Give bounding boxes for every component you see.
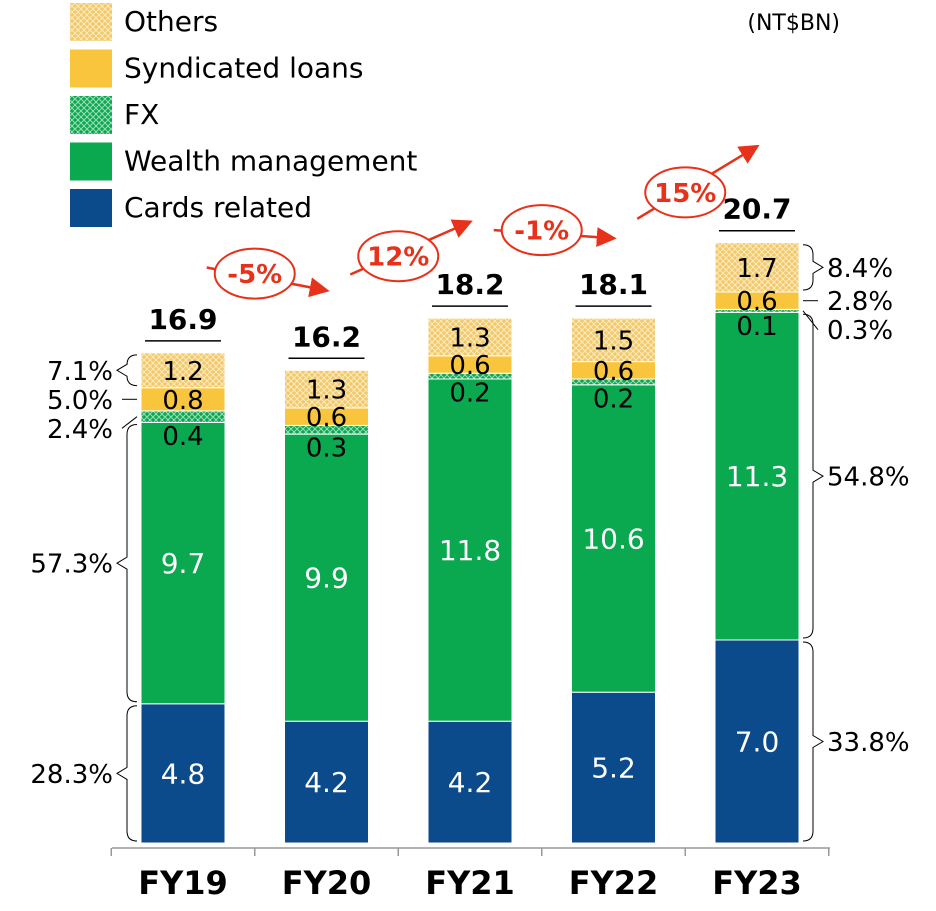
value-label: 5.2 xyxy=(591,752,636,785)
share-label: 8.4% xyxy=(827,254,893,284)
growth-label: -5% xyxy=(227,260,282,290)
brace xyxy=(116,424,138,703)
value-label: 1.2 xyxy=(162,357,203,387)
value-label: 1.5 xyxy=(593,326,634,356)
legend-swatch xyxy=(70,189,112,227)
value-label: 0.8 xyxy=(162,386,203,416)
bar-segment xyxy=(714,242,800,293)
bar-segment xyxy=(284,720,369,844)
bar-segment xyxy=(571,691,656,844)
value-label: 0.2 xyxy=(449,379,490,409)
share-label: 0.3% xyxy=(827,316,893,346)
share-label: 7.1% xyxy=(47,357,113,387)
bar-segment xyxy=(284,369,369,409)
legend-label: Wealth management xyxy=(124,145,417,178)
value-label: 0.3 xyxy=(306,434,347,464)
brace xyxy=(802,641,824,842)
bar-segment xyxy=(427,720,513,844)
value-label: 0.4 xyxy=(162,422,203,452)
value-label: 0.2 xyxy=(593,384,634,414)
value-label: 0.1 xyxy=(736,312,777,342)
leader xyxy=(121,416,138,429)
x-tick-label: FY21 xyxy=(425,864,515,902)
share-label: 33.8% xyxy=(827,728,910,758)
total-label: 16.2 xyxy=(292,320,361,353)
share-label: 2.8% xyxy=(827,287,893,317)
value-label: 0.6 xyxy=(449,351,490,381)
brace xyxy=(802,313,824,639)
growth-label: -1% xyxy=(514,217,569,247)
unit-label: (NT$BN) xyxy=(747,11,840,36)
value-label: 1.3 xyxy=(306,376,347,406)
growth-oval xyxy=(500,204,583,257)
legend-swatch xyxy=(70,3,112,41)
value-label: 9.7 xyxy=(161,547,206,580)
value-label: 11.3 xyxy=(726,460,788,493)
value-label: 0.6 xyxy=(306,403,347,433)
growth-oval xyxy=(357,230,440,283)
bar-segment xyxy=(571,384,656,693)
value-label: 0.6 xyxy=(736,287,777,317)
total-label: 18.2 xyxy=(435,268,504,301)
value-label: 1.7 xyxy=(736,254,777,284)
value-label: 1.3 xyxy=(449,323,490,353)
share-label: 28.3% xyxy=(30,760,113,790)
growth-oval xyxy=(213,247,296,300)
total-label: 20.7 xyxy=(722,193,791,226)
share-label: 54.8% xyxy=(827,463,910,493)
total-label: 16.9 xyxy=(148,303,217,336)
value-label: 4.8 xyxy=(161,757,206,790)
bar-segment xyxy=(571,317,656,363)
bar-segment xyxy=(140,422,226,705)
legend-label: FX xyxy=(124,98,159,131)
bar-segment xyxy=(427,317,513,357)
growth-label: 15% xyxy=(654,179,716,209)
value-label: 4.2 xyxy=(304,766,349,799)
share-label: 5.0% xyxy=(47,386,113,416)
bar-segment xyxy=(284,433,369,722)
value-label: 7.0 xyxy=(735,726,780,759)
bar-segment xyxy=(140,703,226,844)
x-tick-label: FY19 xyxy=(138,864,228,902)
bar-segment xyxy=(427,378,513,722)
share-label: 2.4% xyxy=(47,415,113,445)
legend-label: Syndicated loans xyxy=(124,52,363,85)
legend-swatch xyxy=(70,49,112,88)
bar-segment xyxy=(714,311,800,641)
growth-label: 12% xyxy=(367,243,429,273)
legend-swatch xyxy=(70,96,112,134)
leader xyxy=(802,310,819,331)
legend-label: Others xyxy=(124,5,218,38)
brace xyxy=(802,244,824,291)
brace xyxy=(116,354,138,387)
x-tick-label: FY22 xyxy=(569,864,659,902)
bar-segment xyxy=(140,352,226,389)
share-label: 57.3% xyxy=(30,550,113,580)
total-label: 18.1 xyxy=(579,268,648,301)
value-label: 0.6 xyxy=(593,357,634,387)
x-tick-label: FY20 xyxy=(282,864,372,902)
growth-oval xyxy=(644,166,727,219)
value-label: 4.2 xyxy=(448,766,493,799)
x-tick-label: FY23 xyxy=(712,864,802,902)
legend-label: Cards related xyxy=(124,191,312,224)
value-label: 10.6 xyxy=(582,523,644,556)
value-label: 9.9 xyxy=(304,562,349,595)
value-label: 11.8 xyxy=(439,534,501,567)
brace xyxy=(116,705,138,842)
legend-swatch xyxy=(70,142,112,181)
